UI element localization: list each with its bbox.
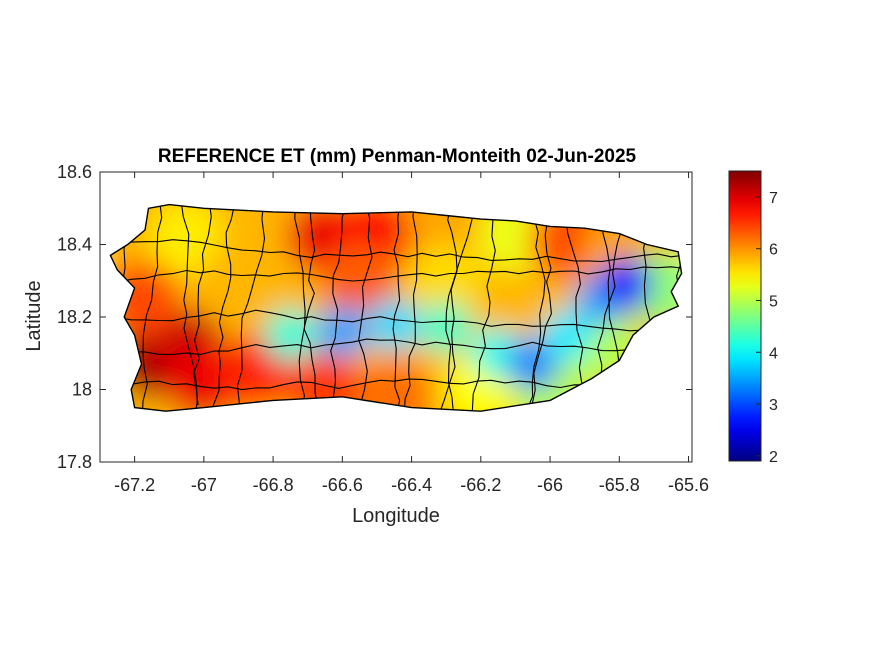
coastline [109,203,683,412]
x-tick-label-1: -67 [191,475,217,495]
x-tick-label-6: -66 [537,475,563,495]
x-tick-label-8: -65.6 [668,475,709,495]
et-sample-23 [368,298,421,351]
y-axis-label: Latitude [23,280,45,351]
et-field [110,204,682,412]
chart-title: REFERENCE ET (mm) Penman-Monteith 02-Jun… [158,146,637,167]
x-tick-label-3: -66.6 [322,475,363,495]
y-axis: 17.8 18 18.2 18.4 18.6 [57,162,692,472]
x-tick-label-5: -66.2 [460,475,501,495]
x-tick-label-4: -66.4 [391,475,432,495]
colorbar-tick-label-2: 4 [769,345,778,362]
y-tick-label-1: 18 [72,380,92,400]
plot-area: -67.2 -67 -66.8 -66.6 -66.4 -66.2 -66 -65.8 -65.… [57,162,709,495]
y-tick-label-4: 18.6 [57,162,92,182]
y-tick-label-3: 18.4 [57,235,92,255]
colorbar-tick-label-0: 2 [769,449,778,466]
x-tick-label-0: -67.2 [114,475,155,495]
colorbar-gradient [728,170,762,462]
colorbar-tick-label-3: 5 [769,293,778,310]
x-tick-label-7: -65.8 [599,475,640,495]
et-sample-21 [264,309,317,362]
colorbar-tick-label-1: 3 [769,397,778,414]
et-sample-27 [541,309,594,362]
y-tick-label-0: 17.8 [57,452,92,472]
et-sample-4 [148,204,225,276]
x-tick-label-2: -66.8 [253,475,294,495]
colorbar: 2 3 4 5 6 7 [728,170,778,466]
colorbar-tick-label-5: 7 [769,190,778,207]
et-sample-26 [506,338,559,391]
et-sample-5 [200,242,277,319]
et-sample-13 [408,242,485,319]
colorbar-tick-label-4: 6 [769,242,778,259]
x-axis: -67.2 -67 -66.8 -66.6 -66.4 -66.2 -66 -65.8 -65.… [114,172,709,495]
et-sample-11 [356,358,433,412]
y-tick-label-2: 18.2 [57,307,92,327]
x-axis-label: Longitude [352,505,440,527]
colorbar-ticks: 2 3 4 5 6 7 [756,190,778,466]
